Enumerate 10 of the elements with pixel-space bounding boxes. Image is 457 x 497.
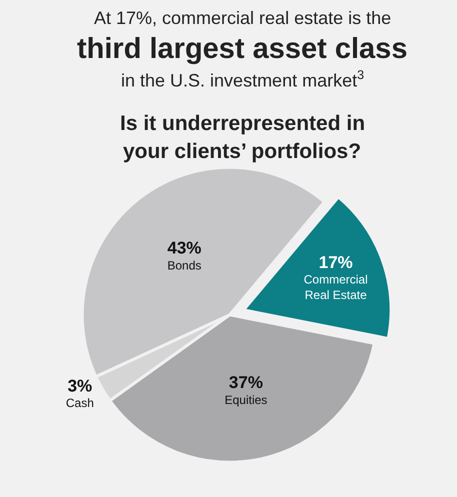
slice-label: Bonds <box>167 258 202 272</box>
data-label: 17% <box>318 252 353 272</box>
data-label: 43% <box>167 238 202 258</box>
chart-title: At 17%, commercial real estate is the third largest asset class in the U.S. investment market$^{3}$ <box>77 8 408 91</box>
data-label: 37% <box>228 373 263 392</box>
data-label: 3% <box>68 376 92 396</box>
slice-label: Commercial Real Estate <box>304 272 368 302</box>
slice-label: Equities <box>224 392 268 407</box>
chart-subtitle: Is it underrepresented in your clients’ portfolios? <box>120 112 366 163</box>
slice-label: Cash <box>66 396 94 410</box>
